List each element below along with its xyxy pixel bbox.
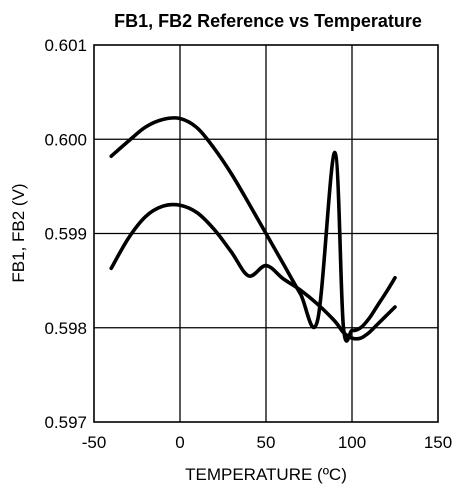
y-tick-label: 0.600 [44,130,87,149]
y-tick-label: 0.597 [44,413,87,432]
series-layer [109,116,397,343]
lower-curve [109,202,397,341]
x-tick-label: 0 [175,433,184,452]
y-tick-label: 0.599 [44,225,87,244]
x-tick-label: 100 [338,433,366,452]
y-tick-label: 0.598 [44,319,87,338]
x-tick-label: -50 [82,433,107,452]
x-tick-label: 150 [424,433,452,452]
y-axis-label: FB1, FB2 (V) [9,183,28,282]
x-axis-label: TEMPERATURE (ºC) [185,465,347,484]
x-tick-label: 50 [257,433,276,452]
tick-labels: -50 0 50 100 150 0.597 0.598 0.599 0.600 0.601 [44,36,452,452]
chart-title: FB1, FB2 Reference vs Temperature [114,11,422,31]
y-tick-label: 0.601 [44,36,87,55]
plot-frame [93,44,439,423]
